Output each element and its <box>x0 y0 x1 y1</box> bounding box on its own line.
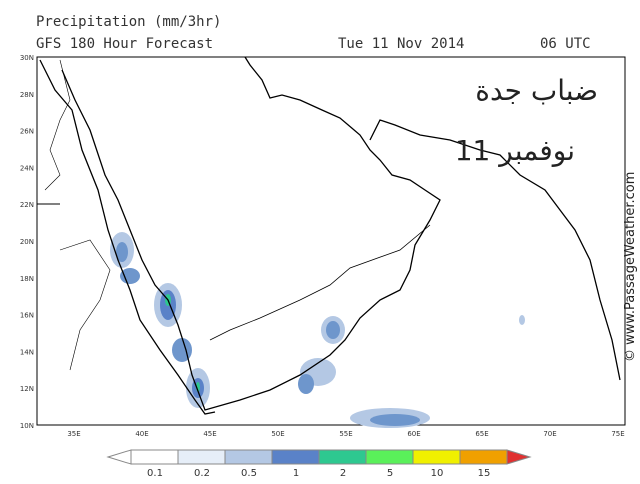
colorbar-bin <box>459 449 508 465</box>
lon-label: 75E <box>611 430 624 438</box>
forecast-date: Tue 11 Nov 2014 <box>338 36 464 52</box>
lat-label: 30N <box>20 54 34 62</box>
rain-area <box>172 338 192 362</box>
lat-label: 26N <box>20 128 34 136</box>
lon-label: 65E <box>475 430 488 438</box>
colorbar-end <box>106 449 132 465</box>
colorbar-label: 5 <box>387 468 393 479</box>
colorbar-bin <box>412 449 461 465</box>
arabia-coast <box>61 56 441 411</box>
colorbar-bin <box>365 449 414 465</box>
lon-label: 40E <box>135 430 148 438</box>
rain-area <box>120 268 140 284</box>
colorbar-label: 0.1 <box>147 468 163 479</box>
lat-label: 20N <box>20 238 34 246</box>
lat-label: 28N <box>20 91 34 99</box>
annotation-arabic: ضباب جدة <box>475 74 598 107</box>
africa-coast <box>39 59 216 415</box>
lon-label: 55E <box>339 430 352 438</box>
rain-area <box>519 315 525 325</box>
colorbar-end <box>506 449 532 465</box>
lon-label: 70E <box>543 430 556 438</box>
coastlines <box>39 56 621 415</box>
colorbar-label: 15 <box>478 468 491 479</box>
colorbar-bin <box>318 449 367 465</box>
colorbar <box>106 449 532 465</box>
map-subtitle: GFS 180 Hour Forecast <box>36 36 213 52</box>
colorbar-label: 0.2 <box>194 468 210 479</box>
border <box>209 224 431 341</box>
colorbar-bin <box>130 449 179 465</box>
rain-area <box>298 374 314 394</box>
lat-label: 10N <box>20 422 34 430</box>
colorbar-label: 1 <box>293 468 299 479</box>
precipitation <box>110 232 525 428</box>
forecast-time: 06 UTC <box>540 36 591 52</box>
colorbar-bin <box>271 449 320 465</box>
colorbar-bin <box>177 449 226 465</box>
rain-area <box>116 242 128 262</box>
map-title: Precipitation (mm/3hr) <box>36 14 221 30</box>
lat-label: 22N <box>20 201 34 209</box>
lat-label: 18N <box>20 275 34 283</box>
lon-label: 60E <box>407 430 420 438</box>
colorbar-label: 0.5 <box>241 468 257 479</box>
rain-area <box>326 321 340 339</box>
map-area: ضباب جدة 11 نوفمبر © www.PassageWeather.… <box>36 56 638 428</box>
lon-label: 50E <box>271 430 284 438</box>
rain-area <box>370 414 420 426</box>
iran-india-coast <box>369 119 621 381</box>
colorbar-label: 10 <box>431 468 444 479</box>
colorbar-label: 2 <box>340 468 346 479</box>
watermark: © www.PassageWeather.com <box>623 172 638 362</box>
border <box>59 239 111 371</box>
lat-label: 14N <box>20 348 34 356</box>
lon-label: 35E <box>67 430 80 438</box>
lat-label: 24N <box>20 164 34 172</box>
lon-label: 45E <box>203 430 216 438</box>
border <box>44 59 71 191</box>
annotation-date: 11 نوفمبر <box>455 134 575 167</box>
lat-label: 12N <box>20 385 34 393</box>
lat-label: 16N <box>20 312 34 320</box>
colorbar-bin <box>224 449 273 465</box>
